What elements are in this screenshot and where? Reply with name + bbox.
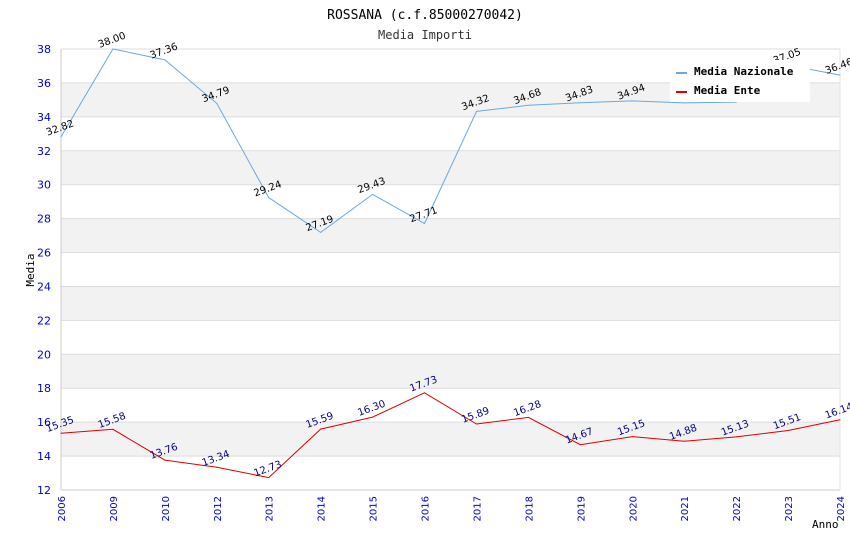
y-tick-label: 26 [37,247,51,260]
data-point [164,59,166,61]
y-tick-label: 24 [37,280,51,293]
data-point [60,432,62,434]
x-tick-label: 2021 [680,496,691,521]
data-point [631,100,633,102]
legend-background [670,60,810,102]
x-tick-label: 2023 [784,496,795,521]
x-tick-label: 2016 [421,496,432,521]
data-point [527,104,529,106]
data-point [112,428,114,430]
y-tick-label: 38 [37,43,51,56]
x-tick-label: 2014 [317,496,328,521]
data-point [112,48,114,50]
data-label: 38.00 [97,31,128,51]
x-tick-label: 2024 [836,496,847,521]
series-lines [60,48,841,479]
data-point [216,466,218,468]
x-tick-label: 2006 [57,496,68,521]
data-point [268,197,270,199]
y-tick-label: 18 [37,382,51,395]
y-axis-label: Media [24,253,37,286]
data-point [839,419,841,421]
y-tick-label: 32 [37,145,51,158]
y-tick-label: 36 [37,77,51,90]
y-tick-label: 34 [37,111,51,124]
data-point [631,436,633,438]
y-tick-label: 12 [37,484,51,497]
legend: Media Nazionale Media Ente [670,60,810,102]
data-point [372,416,374,418]
x-tick-label: 2022 [732,496,743,521]
data-point [475,423,477,425]
data-point [320,428,322,430]
grid-band [61,286,840,321]
data-point [735,436,737,438]
data-point [839,74,841,76]
data-point [372,193,374,195]
x-tick-label: 2013 [265,496,276,521]
y-tick-label: 16 [37,416,51,429]
data-point [164,459,166,461]
grid-band [61,354,840,389]
data-point [424,223,426,225]
data-point [579,444,581,446]
y-tick-label: 30 [37,179,51,192]
x-tick-label: 2015 [369,496,380,521]
x-tick-label: 2017 [472,496,483,521]
chart-subtitle: Media Importi [378,28,472,42]
series-line-nazionale [60,48,841,234]
y-tick-label: 20 [37,348,51,361]
y-axis-ticks: 12 14 16 18 20 22 24 26 28 30 32 34 36 38 [37,43,51,497]
data-point [475,110,477,112]
plot-area [61,49,840,490]
y-tick-label: 22 [37,314,51,327]
x-tick-label: 2018 [524,496,535,521]
x-tick-label: 2020 [628,496,639,521]
data-point [424,392,426,394]
series-line-ente [60,392,841,479]
data-point [527,416,529,418]
x-tick-label: 2019 [576,496,587,521]
grid-band [61,218,840,253]
data-point [320,231,322,233]
data-point [579,102,581,104]
plot-background [61,49,840,490]
data-point [683,102,685,104]
legend-label-ente: Media Ente [694,84,761,97]
data-point [268,477,270,479]
chart-title: ROSSANA (c.f.85000270042) [327,8,523,23]
data-point [683,440,685,442]
y-tick-label: 28 [37,213,51,226]
data-point [60,136,62,138]
x-axis-label: Anno [812,518,839,531]
data-point [787,429,789,431]
y-tick-label: 14 [37,450,51,463]
x-tick-label: 2010 [161,496,172,521]
x-tick-label: 2009 [109,496,120,521]
x-axis-ticks: 2006 2009 2010 2012 2013 2014 2015 2016 2017 2018… [57,496,847,521]
axes [60,49,841,491]
legend-label-nazionale: Media Nazionale [694,65,794,78]
data-point [216,102,218,104]
x-tick-label: 2012 [213,496,224,521]
